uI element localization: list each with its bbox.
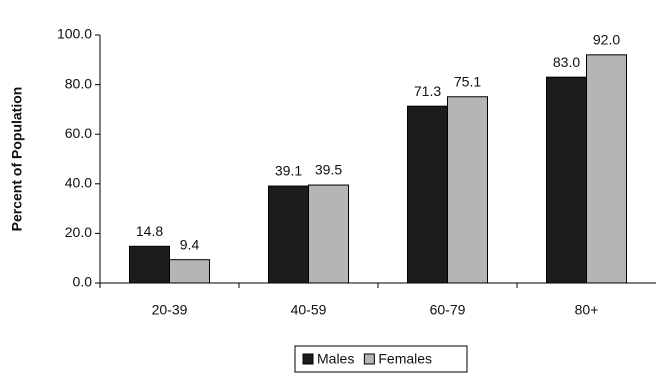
bar [309, 185, 349, 283]
bar [269, 186, 309, 283]
x-tick-label: 40-59 [291, 302, 327, 318]
value-label: 39.1 [275, 163, 302, 179]
bar [547, 77, 587, 283]
y-axis-title: Percent of Population [9, 87, 25, 232]
value-label: 92.0 [593, 32, 620, 48]
bar [408, 106, 448, 283]
x-tick-label: 20-39 [152, 302, 188, 318]
chart: Percent of Population 0.0 20.0 40.0 60.0 80.… [0, 0, 656, 374]
value-label: 9.4 [180, 236, 200, 252]
value-label: 71.3 [414, 83, 441, 99]
value-label: 39.5 [315, 162, 342, 178]
y-tick-label: 40.0 [65, 175, 92, 191]
value-label: 75.1 [454, 73, 481, 89]
legend-swatch [303, 354, 313, 364]
bar [448, 97, 488, 283]
y-tick-label: 80.0 [65, 75, 92, 91]
y-tick-label: 0.0 [73, 274, 93, 290]
x-tick-label: 60-79 [430, 302, 466, 318]
page: {"chart_data": {"type": "bar", "y_label"… [0, 0, 656, 374]
legend-label: Males [317, 351, 354, 367]
value-label: 83.0 [553, 54, 580, 70]
bar [130, 246, 170, 283]
bar [587, 55, 627, 283]
legend-label: Females [378, 351, 432, 367]
y-tick-label: 20.0 [65, 224, 92, 240]
value-label: 14.8 [136, 223, 163, 239]
legend-swatch [364, 354, 374, 364]
y-tick-label: 60.0 [65, 125, 92, 141]
y-tick-label: 100.0 [57, 26, 92, 42]
x-tick-label: 80+ [575, 302, 599, 318]
bar [170, 260, 210, 283]
